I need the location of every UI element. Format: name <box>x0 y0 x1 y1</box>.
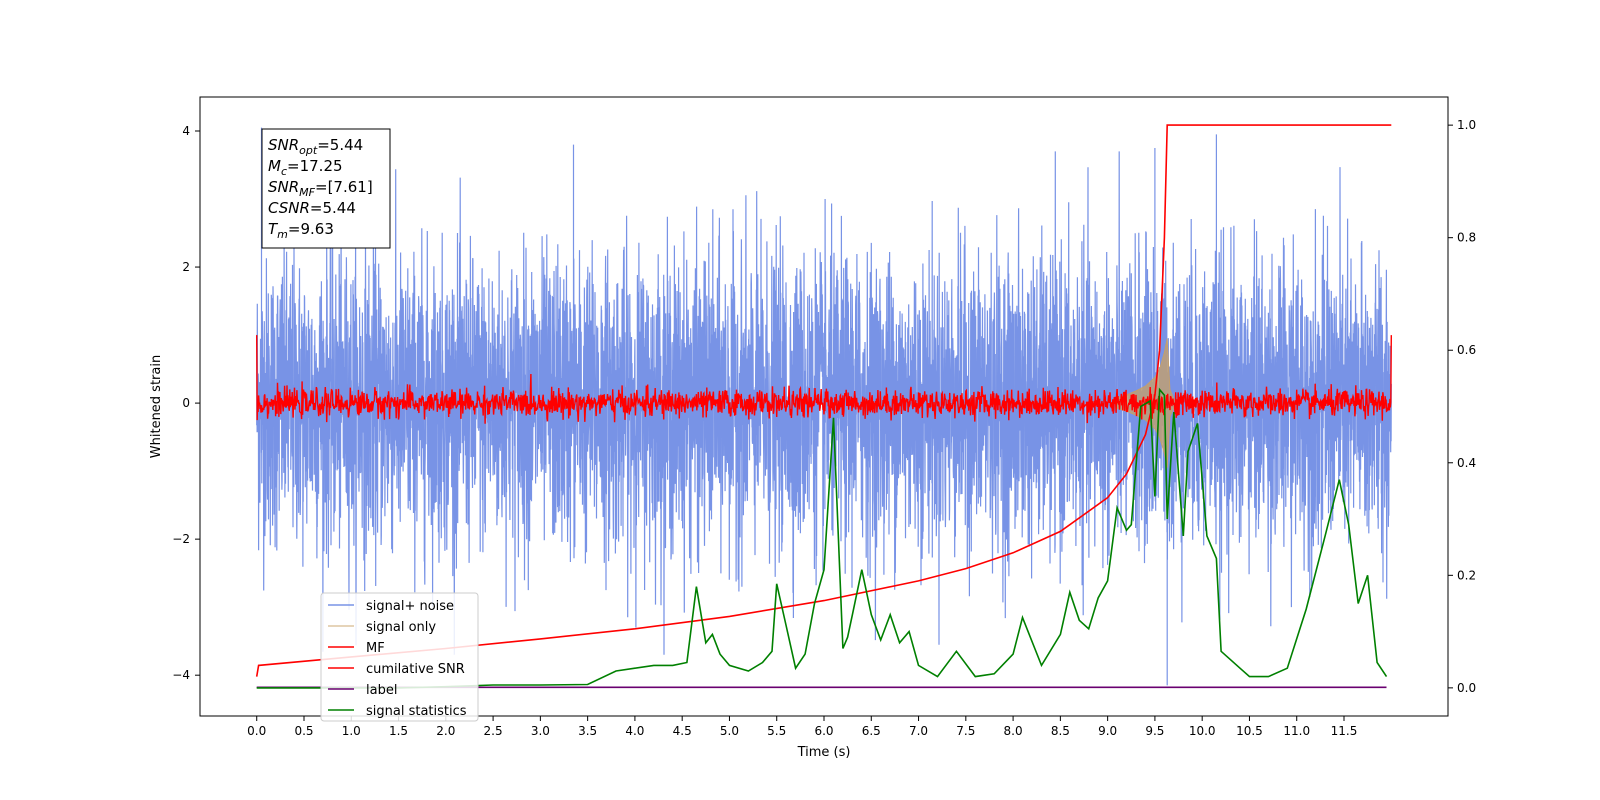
x-tick-label: 7.5 <box>956 724 975 738</box>
x-tick-label: 1.5 <box>389 724 408 738</box>
legend-entry: signal only <box>366 620 436 635</box>
series-signal-noise <box>256 127 1392 686</box>
x-tick-label: 5.5 <box>767 724 786 738</box>
x-tick-label: 5.0 <box>720 724 739 738</box>
signal-noise-line <box>256 127 1392 686</box>
x-tick-label: 6.0 <box>814 724 833 738</box>
x-tick-label: 2.0 <box>436 724 455 738</box>
x-tick-label: 11.0 <box>1283 724 1310 738</box>
x-tick-label: 0.0 <box>247 724 266 738</box>
annotation-line: Mc=17.25 <box>268 157 343 178</box>
x-tick-label: 6.5 <box>862 724 881 738</box>
y-left-tick-label: 2 <box>182 260 190 274</box>
annotation-box: SNRopt=5.44Mc=17.25SNRMF=[7.61]CSNR=5.44… <box>261 128 391 249</box>
y-right-tick-label: 0.8 <box>1457 231 1476 245</box>
y-left-tick-label: −2 <box>172 532 190 546</box>
x-tick-label: 4.5 <box>673 724 692 738</box>
x-tick-label: 8.5 <box>1051 724 1070 738</box>
y-right-tick-label: 0.2 <box>1457 568 1476 582</box>
legend-entry: MF <box>366 641 385 656</box>
x-tick-label: 10.5 <box>1236 724 1263 738</box>
y-right-tick-label: 0.4 <box>1457 456 1476 470</box>
x-tick-label: 9.5 <box>1145 724 1164 738</box>
legend-entry: signal+ noise <box>366 599 454 614</box>
x-tick-label: 7.0 <box>909 724 928 738</box>
x-tick-label: 0.5 <box>294 724 313 738</box>
x-tick-label: 2.5 <box>484 724 503 738</box>
y-axis-right: 1.0 0.8 0.6 0.4 0.2 0.0 <box>1448 118 1476 695</box>
x-tick-label: 3.5 <box>578 724 597 738</box>
series-mf <box>256 335 1392 424</box>
x-axis: 0.0 0.5 1.0 1.5 2.0 2.5 3.0 3.5 4.0 4.5 5.0 5.5 6.0 6… <box>247 716 1357 738</box>
legend-entry: label <box>366 683 397 698</box>
y-left-tick-label: −4 <box>172 668 190 682</box>
x-tick-label: 10.0 <box>1189 724 1216 738</box>
y-left-tick-label: 4 <box>182 124 190 138</box>
legend-frame <box>320 592 479 722</box>
y-right-tick-label: 0.0 <box>1457 681 1476 695</box>
annotation-frame <box>261 128 391 249</box>
legend-entry: signal statistics <box>366 704 467 719</box>
mf-line <box>256 335 1392 424</box>
x-tick-label: 1.0 <box>342 724 361 738</box>
legend: signal+ noise signal only MF cumilative SNR… <box>320 592 479 722</box>
y-left-tick-label: 0 <box>182 396 190 410</box>
annotation-line: SNRMF=[7.61] <box>268 178 373 199</box>
y-right-tick-label: 1.0 <box>1457 118 1476 132</box>
x-tick-label: 11.5 <box>1331 724 1358 738</box>
annotation-line: CSNR=5.44 <box>268 199 356 217</box>
series-signal-statistics <box>256 387 1388 689</box>
y-axis-left: 4 2 0 −2 −4 <box>172 124 200 682</box>
y-axis-label: Whitened strain <box>149 355 164 458</box>
x-axis-label: Time (s) <box>797 745 851 760</box>
x-tick-label: 9.0 <box>1098 724 1117 738</box>
x-tick-label: 8.0 <box>1004 724 1023 738</box>
x-tick-label: 3.0 <box>531 724 550 738</box>
signal-statistics-line <box>256 387 1388 689</box>
legend-entry: cumilative SNR <box>366 662 465 677</box>
annotation-line: Tm=9.63 <box>268 220 334 241</box>
y-right-tick-label: 0.6 <box>1457 343 1476 357</box>
x-tick-label: 4.0 <box>625 724 644 738</box>
annotation-line: SNRopt=5.44 <box>268 136 363 157</box>
